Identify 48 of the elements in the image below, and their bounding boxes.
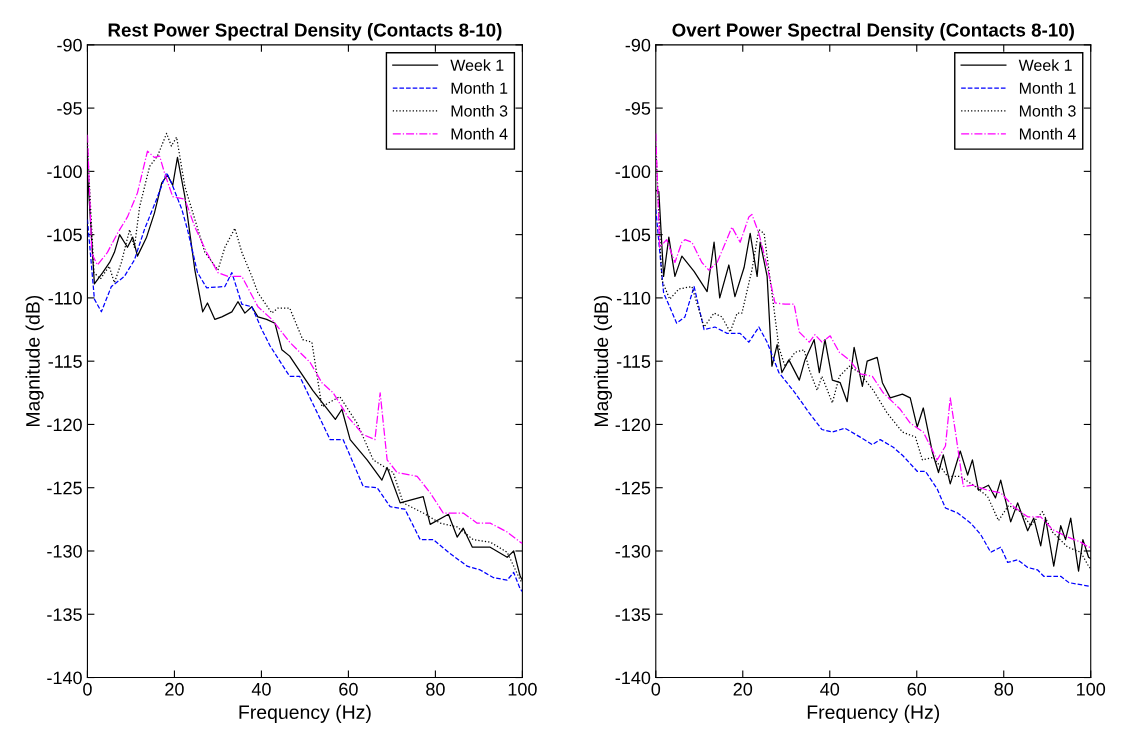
x-axis-title: Frequency (Hz) (807, 704, 940, 723)
y-tick-label: -105 (615, 228, 651, 242)
x-tick-label: 60 (907, 682, 927, 696)
y-tick-label: -125 (47, 481, 82, 495)
x-axis-title: Frequency (Hz) (239, 704, 371, 723)
y-tick-label: -115 (616, 355, 651, 368)
x-tick-label: 60 (339, 682, 358, 696)
y-tick-label: -130 (47, 544, 82, 558)
y-tick-label: -140 (47, 671, 82, 685)
y-tick-label: -90 (57, 38, 82, 52)
y-tick-label: -125 (615, 481, 651, 495)
y-tick-label: -100 (615, 165, 651, 179)
y-tick-label: -140 (615, 671, 651, 685)
y-tick-label: -115 (48, 355, 82, 368)
legend-label: Month 4 (1019, 127, 1076, 140)
x-tick-label: 80 (994, 682, 1014, 696)
x-tick-label: 20 (733, 682, 753, 696)
y-tick-label: -135 (615, 608, 651, 621)
y-tick-label: -105 (47, 228, 82, 242)
y-tick-label: -90 (625, 38, 651, 52)
x-tick-label: 0 (83, 682, 92, 696)
y-tick-label: -110 (616, 291, 651, 305)
x-tick-label: 80 (426, 682, 445, 696)
legend-label: Month 3 (451, 104, 508, 117)
y-tick-label: -95 (625, 102, 651, 115)
y-tick-label: -95 (57, 102, 82, 115)
y-tick-label: -110 (48, 291, 82, 305)
x-tick-label: 40 (251, 682, 271, 696)
x-tick-label: 100 (508, 682, 537, 696)
legend-label: Week 1 (1018, 59, 1072, 71)
y-tick-label: -135 (47, 608, 82, 621)
legend-label: Week 1 (450, 59, 504, 71)
x-tick-label: 100 (1077, 682, 1106, 696)
y-axis-title: Magnitude (dB) (25, 295, 44, 427)
chart-title: Overt Power Spectral Density (Contacts 8-10) (672, 22, 1074, 41)
y-tick-label: -100 (47, 165, 82, 179)
legend-label: Month 3 (1019, 104, 1076, 117)
y-tick-label: -130 (615, 544, 651, 558)
y-axis-title: Magnitude (dB) (593, 295, 613, 427)
x-tick-label: 20 (165, 682, 184, 696)
chart-title: Rest Power Spectral Density (Contacts 8-10) (108, 22, 502, 41)
y-tick-label: -120 (615, 418, 651, 432)
legend-label: Month 1 (1019, 82, 1076, 94)
y-tick-label: -120 (47, 418, 82, 432)
x-tick-label: 40 (820, 682, 840, 696)
legend-label: Month 4 (451, 127, 508, 140)
x-tick-label: 0 (651, 682, 661, 696)
legend-label: Month 1 (451, 82, 508, 94)
